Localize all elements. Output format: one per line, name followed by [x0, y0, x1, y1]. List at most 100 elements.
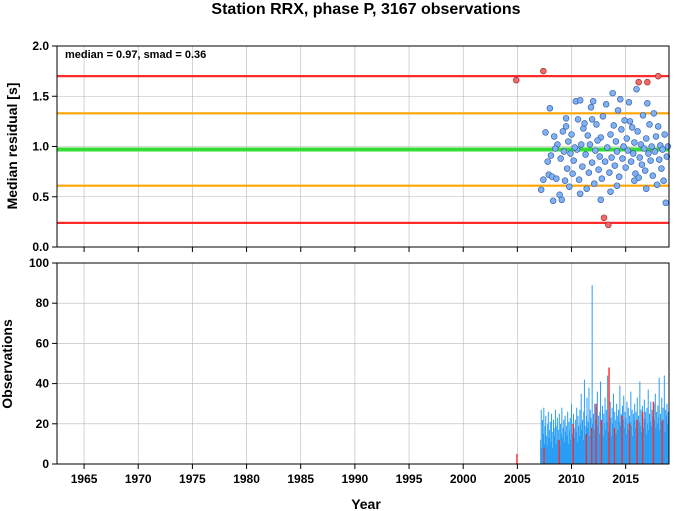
residual-point — [611, 162, 619, 169]
observation-bar — [590, 417, 592, 464]
residual-point — [645, 150, 652, 157]
residual-point — [608, 154, 615, 161]
observation-bar — [587, 427, 589, 464]
residual-point — [635, 174, 642, 181]
residual-point — [607, 131, 614, 138]
observation-bar — [580, 423, 582, 464]
residual-point — [652, 133, 660, 140]
residual-point — [559, 128, 567, 135]
observation-bar — [576, 441, 578, 464]
residual-y-axis-label: Median residual [s] — [4, 83, 20, 210]
observation-bar-highlight — [661, 419, 663, 464]
observation-bar — [638, 415, 640, 464]
residual-point — [576, 97, 584, 104]
observation-bar — [552, 419, 554, 464]
observation-bar — [665, 415, 667, 464]
residual-point — [586, 141, 594, 148]
residual-point — [544, 158, 551, 165]
observation-bar — [616, 415, 618, 464]
observation-bar — [628, 429, 630, 464]
observation-bar — [578, 425, 580, 464]
observations-y-tick-label: 60 — [36, 336, 50, 350]
observation-bar — [551, 431, 553, 464]
residual-point — [595, 166, 602, 173]
observation-bar — [597, 425, 599, 464]
observation-bar — [630, 425, 632, 464]
observation-bar — [598, 415, 600, 464]
residual-point — [542, 129, 549, 136]
residual-point — [620, 143, 627, 150]
residual-point — [648, 143, 655, 150]
residual-point — [630, 150, 637, 157]
observation-bar-highlight — [608, 367, 610, 464]
observation-bar — [600, 381, 602, 464]
observation-bar — [625, 433, 627, 464]
median-smad-annotation: median = 0.97, smad = 0.36 — [65, 49, 206, 61]
observation-bar — [556, 425, 558, 464]
observation-bar — [632, 413, 634, 464]
residual-outlier-point — [513, 76, 520, 84]
observation-bar-highlight — [628, 423, 631, 464]
observation-bar — [542, 419, 544, 464]
observation-bar — [656, 411, 658, 464]
year-x-tick-label: 2010 — [558, 472, 585, 486]
residual-point — [653, 181, 661, 188]
observation-bar — [649, 413, 651, 464]
observation-bar — [564, 415, 566, 464]
observation-bar — [634, 427, 636, 464]
residual-point — [589, 98, 597, 105]
year-x-tick-label: 2005 — [504, 472, 531, 486]
observation-bar — [596, 391, 598, 464]
residual-point — [606, 169, 613, 176]
observation-bar — [633, 419, 635, 464]
observation-bar — [562, 427, 564, 464]
year-x-tick-label: 2000 — [450, 472, 477, 486]
residual-point — [563, 165, 571, 172]
observation-bar — [619, 385, 621, 464]
observations-y-tick-label: 0 — [42, 457, 49, 471]
observation-bar — [598, 433, 600, 464]
observation-bar — [640, 409, 642, 464]
observation-bar — [647, 389, 649, 464]
residual-point — [626, 118, 634, 125]
residual-point — [658, 165, 665, 172]
residual-point — [613, 182, 621, 189]
residual-point — [661, 131, 668, 138]
observation-bar — [583, 379, 585, 464]
residual-outlier-point — [654, 72, 662, 80]
residual-point — [664, 143, 672, 150]
residual-point — [560, 148, 568, 155]
observation-bar — [560, 433, 562, 464]
residual-point — [570, 157, 577, 164]
residual-point — [593, 121, 600, 128]
observation-bar — [603, 423, 605, 464]
residual-point — [628, 124, 636, 131]
observation-bar — [592, 413, 594, 464]
observation-bar — [658, 417, 660, 464]
observation-bar — [607, 375, 609, 464]
residual-point — [584, 132, 592, 139]
residual-point — [647, 157, 654, 164]
observation-bar — [643, 427, 645, 464]
observation-bar — [622, 419, 624, 464]
observation-bar-highlight — [636, 419, 638, 464]
observation-bar — [556, 417, 558, 464]
year-x-tick-label: 1990 — [342, 472, 369, 486]
residual-y-tick-label: 0.5 — [32, 190, 49, 204]
observation-bar — [577, 415, 579, 464]
observation-bar — [655, 427, 657, 464]
observation-bar — [570, 439, 572, 464]
residual-point — [576, 190, 584, 197]
residual-point — [602, 101, 610, 108]
observation-bar-highlight — [621, 415, 623, 464]
residual-panel: 0.0 0.5 1.0 1.5 2.0 median = 0.97, smad = 0.… — [4, 39, 672, 254]
observation-bar — [544, 425, 546, 464]
observation-bar — [584, 425, 586, 464]
observation-bar — [558, 413, 560, 464]
observation-bar — [610, 417, 612, 464]
observation-bar — [631, 409, 633, 464]
observation-bar — [542, 433, 544, 464]
residual-point — [646, 121, 653, 128]
observation-bar — [547, 411, 549, 464]
